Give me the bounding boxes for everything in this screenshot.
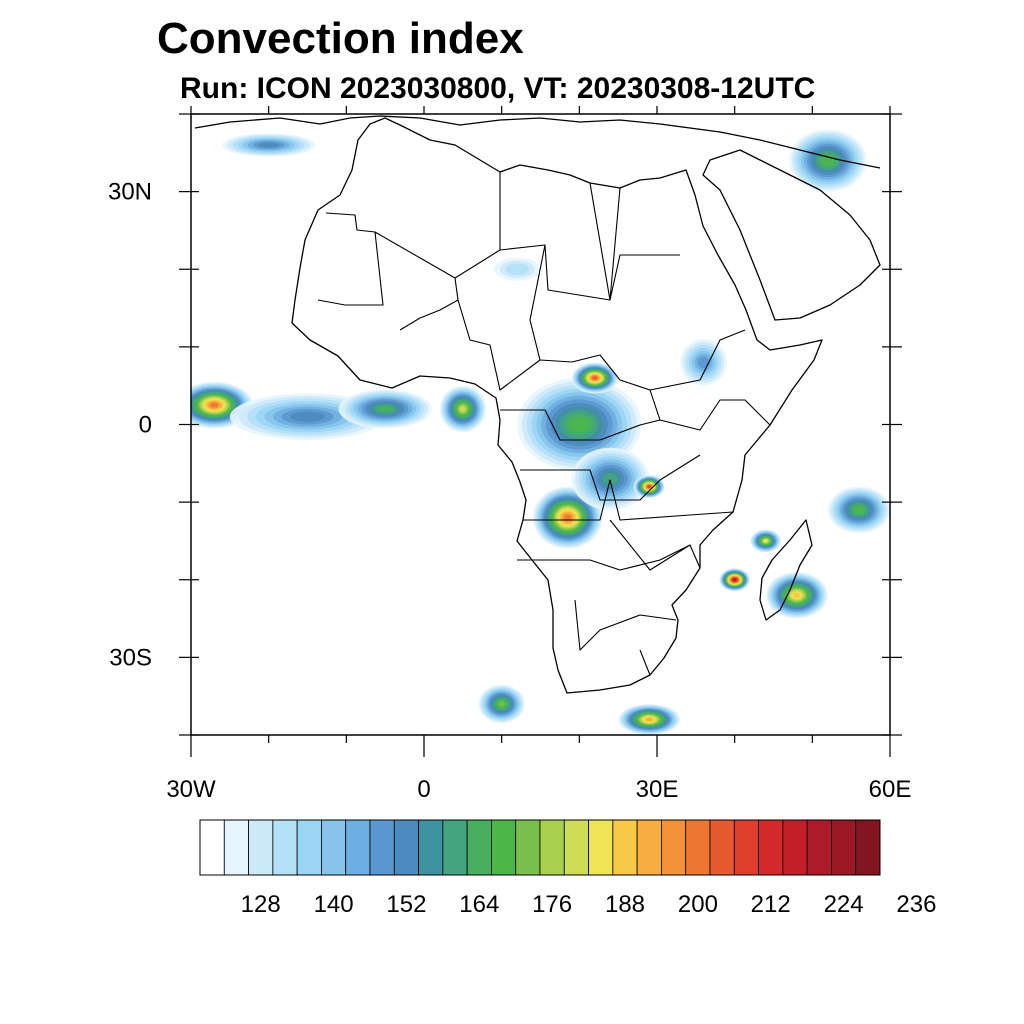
convection-cell-congo-basin xyxy=(517,377,642,472)
contour-level-7 xyxy=(697,356,710,369)
convection-cell-southern-drc xyxy=(571,447,650,510)
convection-cell-madagascar-east xyxy=(765,571,828,619)
convection-field-layer xyxy=(191,129,890,735)
colorbar: 128 140 152 164 176 188 200 212 224 236 xyxy=(199,819,936,918)
colorbar-tick-label: 236 xyxy=(896,891,936,918)
convection-cell-mozambique-channel-cyclone xyxy=(719,568,751,592)
borders xyxy=(317,172,771,676)
contour-level-17 xyxy=(793,592,801,598)
colorbar-tick-label: 224 xyxy=(824,891,864,918)
lat-label: 30N xyxy=(108,179,152,206)
colorbar-tick-label: 164 xyxy=(459,891,499,918)
contour-level-22 xyxy=(647,485,651,488)
colorbar-swatch xyxy=(418,819,444,876)
convection-cell-southern-ocean-band xyxy=(478,684,525,724)
colorbar-swatch xyxy=(806,819,832,876)
contour-level-20 xyxy=(564,514,571,521)
convection-cell-southern-ocean-tail xyxy=(618,703,681,735)
colorbar-tick-label: 212 xyxy=(751,891,791,918)
convection-cell-madagascar-north xyxy=(750,529,782,553)
contour-level-15 xyxy=(459,406,466,412)
lon-label: 30E xyxy=(636,776,679,803)
europe-coastline xyxy=(194,115,881,169)
africa-coastline xyxy=(291,117,823,694)
contour-level-12 xyxy=(569,417,589,432)
coastline-layer xyxy=(194,115,881,694)
convection-cell-itcz-band-mid xyxy=(338,389,432,429)
colorbar-tick-label: 152 xyxy=(386,891,426,918)
contour-level-11 xyxy=(377,405,393,413)
colorbar-swatch xyxy=(588,819,614,876)
colorbar-swatch xyxy=(758,819,784,876)
convection-cell-sahel-patch xyxy=(493,257,541,281)
convection-cell-angola-zambia xyxy=(532,486,603,549)
colorbar-swatch xyxy=(491,819,517,876)
map-title: Convection index xyxy=(157,14,524,63)
colorbar-swatch xyxy=(393,819,419,876)
colorbar-swatch xyxy=(248,819,274,876)
colorbar-tick-label: 128 xyxy=(241,891,281,918)
colorbar-swatch xyxy=(272,819,298,876)
madagascar-coastline xyxy=(759,519,813,621)
colorbar-swatch xyxy=(563,819,589,876)
colorbar-swatch xyxy=(661,819,687,876)
axis-labels: 30N 0 30S 30W 0 30E 60E xyxy=(108,179,911,803)
colorbar-swatch xyxy=(685,819,711,876)
colorbar-tick-label: 176 xyxy=(532,891,572,918)
lon-label: 0 xyxy=(417,776,430,803)
contour-level-12 xyxy=(854,506,864,514)
colorbar-swatch xyxy=(369,819,395,876)
convection-cell-ethiopian-highlands xyxy=(680,339,727,386)
colorbar-swatch xyxy=(199,819,225,876)
arabia-coastline xyxy=(702,149,881,321)
lon-label: 60E xyxy=(869,776,912,803)
contour-level-20 xyxy=(210,402,218,408)
colorbar-tick-label: 188 xyxy=(605,891,645,918)
colorbar-swatch xyxy=(855,819,881,876)
colorbar-tick-label: 200 xyxy=(678,891,718,918)
colorbar-swatch xyxy=(539,819,565,876)
contour-level-16 xyxy=(763,539,768,543)
contour-level-8 xyxy=(290,411,325,422)
colorbar-swatch xyxy=(466,819,492,876)
colorbar-swatch xyxy=(296,819,322,876)
lon-label: 30W xyxy=(166,776,216,803)
lat-label: 30S xyxy=(109,644,152,671)
colorbar-swatch xyxy=(636,819,662,876)
contour-level-8 xyxy=(258,142,280,148)
colorbar-swatch xyxy=(782,819,808,876)
colorbar-swatch xyxy=(733,819,759,876)
convection-cell-lake-tanganyika xyxy=(633,475,665,499)
colorbar-swatch xyxy=(442,819,468,876)
colorbar-swatch xyxy=(515,819,541,876)
colorbar-swatch xyxy=(223,819,249,876)
contour-level-3 xyxy=(505,263,529,276)
colorbar-swatch xyxy=(321,819,347,876)
contour-level-25 xyxy=(733,578,736,581)
colorbar-swatch xyxy=(612,819,638,876)
map-subtitle: Run: ICON 2023030800, VT: 20230308-12UTC xyxy=(180,72,816,105)
colorbar-tick-label: 140 xyxy=(314,891,354,918)
contour-level-18 xyxy=(645,717,653,722)
contour-level-21 xyxy=(592,376,597,380)
convection-cell-central-african-rep xyxy=(571,362,619,394)
convection-cell-gulf-guinea-cell xyxy=(439,385,487,433)
convection-cell-indian-ocean-east xyxy=(827,486,890,534)
colorbar-swatch xyxy=(831,819,857,876)
convection-cell-middle-east-cell xyxy=(789,129,867,192)
colorbar-frame xyxy=(199,819,881,876)
contour-level-10 xyxy=(603,473,618,485)
convection-cell-north-atlantic-band xyxy=(222,133,316,157)
lat-label: 0 xyxy=(139,412,152,439)
colorbar-swatch xyxy=(709,819,735,876)
axis-ticks xyxy=(179,106,902,757)
contour-level-13 xyxy=(498,701,505,707)
colorbar-swatch xyxy=(345,819,371,876)
